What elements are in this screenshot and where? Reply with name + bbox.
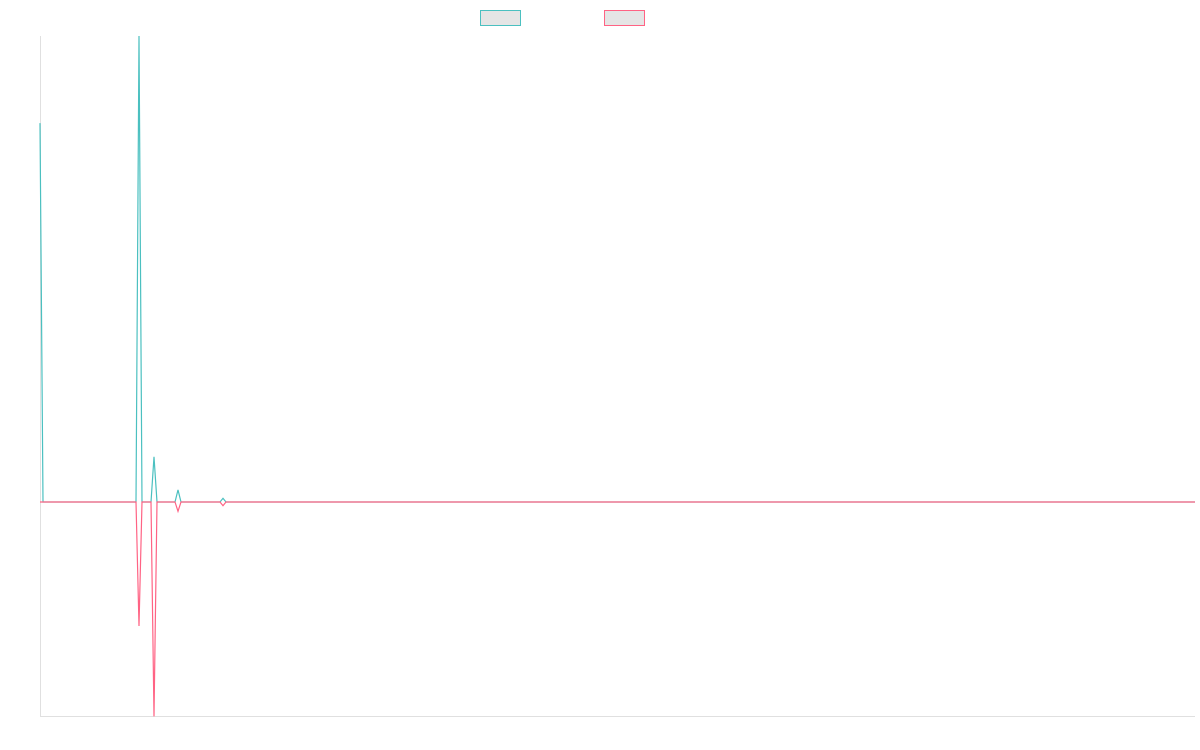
legend-swatch-1[interactable] [480, 10, 521, 26]
legend-swatch-2[interactable] [604, 10, 645, 26]
series-line-2 [40, 501, 1195, 717]
legend [480, 10, 645, 26]
series-line-1 [39, 35, 1195, 503]
